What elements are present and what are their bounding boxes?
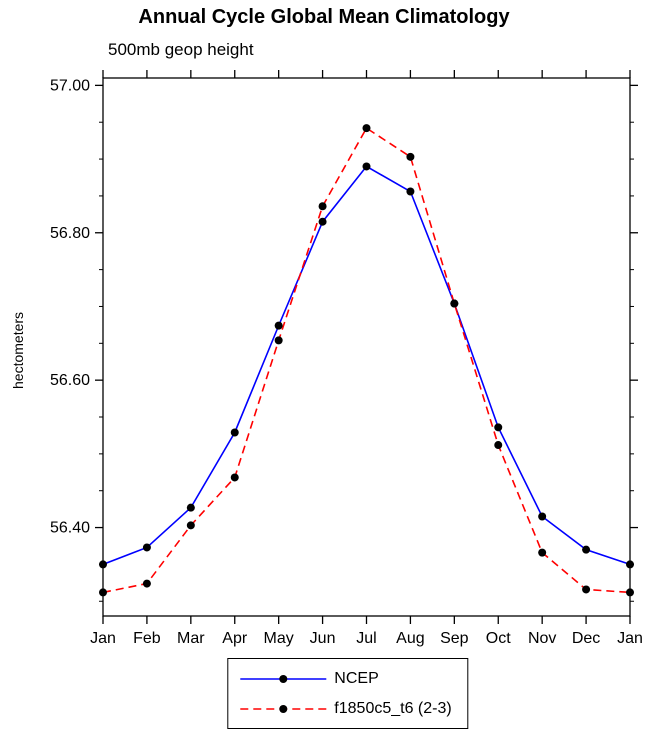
legend-label-ncep: NCEP (334, 669, 379, 687)
data-point-marker (362, 124, 371, 133)
data-point-marker (186, 521, 195, 530)
legend-item-f1850c5: f1850c5_t6 (2-3) (238, 695, 452, 722)
x-tick-label: Aug (396, 630, 424, 647)
chart-title: Annual Cycle Global Mean Climatology (138, 6, 510, 28)
y-tick-label: 57.00 (50, 77, 90, 94)
chart-subtitle: 500mb geop height (108, 40, 254, 59)
data-point-marker (318, 202, 327, 211)
x-tick-label: Jun (310, 630, 336, 647)
x-tick-label: Dec (572, 630, 600, 647)
x-tick-label: Sep (440, 630, 469, 647)
x-tick-label: Feb (133, 630, 161, 647)
plot-frame (102, 77, 631, 617)
data-point-marker (230, 473, 239, 482)
data-point-marker (626, 588, 634, 597)
y-tick-label: 56.40 (50, 520, 90, 537)
x-tick-label: May (264, 630, 294, 647)
data-point-marker (99, 588, 107, 597)
x-tick-label: Jul (356, 630, 376, 647)
legend-box: NCEP f1850c5_t6 (2-3) (227, 658, 469, 729)
data-point-marker (142, 543, 151, 552)
x-tick-label: Mar (177, 630, 205, 647)
x-tick-label: Nov (528, 630, 556, 647)
legend-label-f1850c5: f1850c5_t6 (2-3) (334, 699, 452, 717)
data-point-marker (99, 560, 107, 569)
data-point-marker (582, 585, 591, 594)
data-point-marker (494, 441, 503, 450)
data-point-marker (494, 423, 503, 432)
data-point-marker (538, 548, 547, 557)
data-point-marker (274, 336, 283, 345)
f1850c5-line-sample (240, 704, 327, 713)
x-tick-label: Jan (90, 630, 116, 647)
x-tick-label: Jan (617, 630, 643, 647)
x-tick-label: Oct (486, 630, 511, 647)
data-point-marker (274, 321, 283, 330)
data-point-marker (406, 187, 415, 196)
data-point-marker (406, 152, 415, 161)
data-point-marker (362, 162, 371, 171)
data-point-marker (186, 503, 195, 512)
legend-marker (279, 674, 288, 683)
data-point-marker (230, 428, 239, 437)
y-tick-label: 56.60 (50, 372, 90, 389)
data-point-marker (318, 217, 327, 226)
y-tick-label: 56.80 (50, 225, 90, 242)
annual-cycle-line-chart: Jan Feb Mar Apr May Jun Jul Aug Sep Oct Nov Dec Jan 5… (50, 70, 643, 647)
data-point-marker (450, 299, 459, 308)
series-line (102, 165, 631, 566)
data-point-marker (142, 579, 151, 588)
data-point-marker (626, 560, 634, 569)
data-point-marker (538, 512, 547, 521)
data-point-marker (582, 545, 591, 554)
legend-marker (279, 704, 288, 713)
legend-item-ncep: NCEP (238, 665, 451, 692)
x-tick-label: Apr (222, 630, 248, 647)
ncep-line-sample (240, 674, 327, 683)
